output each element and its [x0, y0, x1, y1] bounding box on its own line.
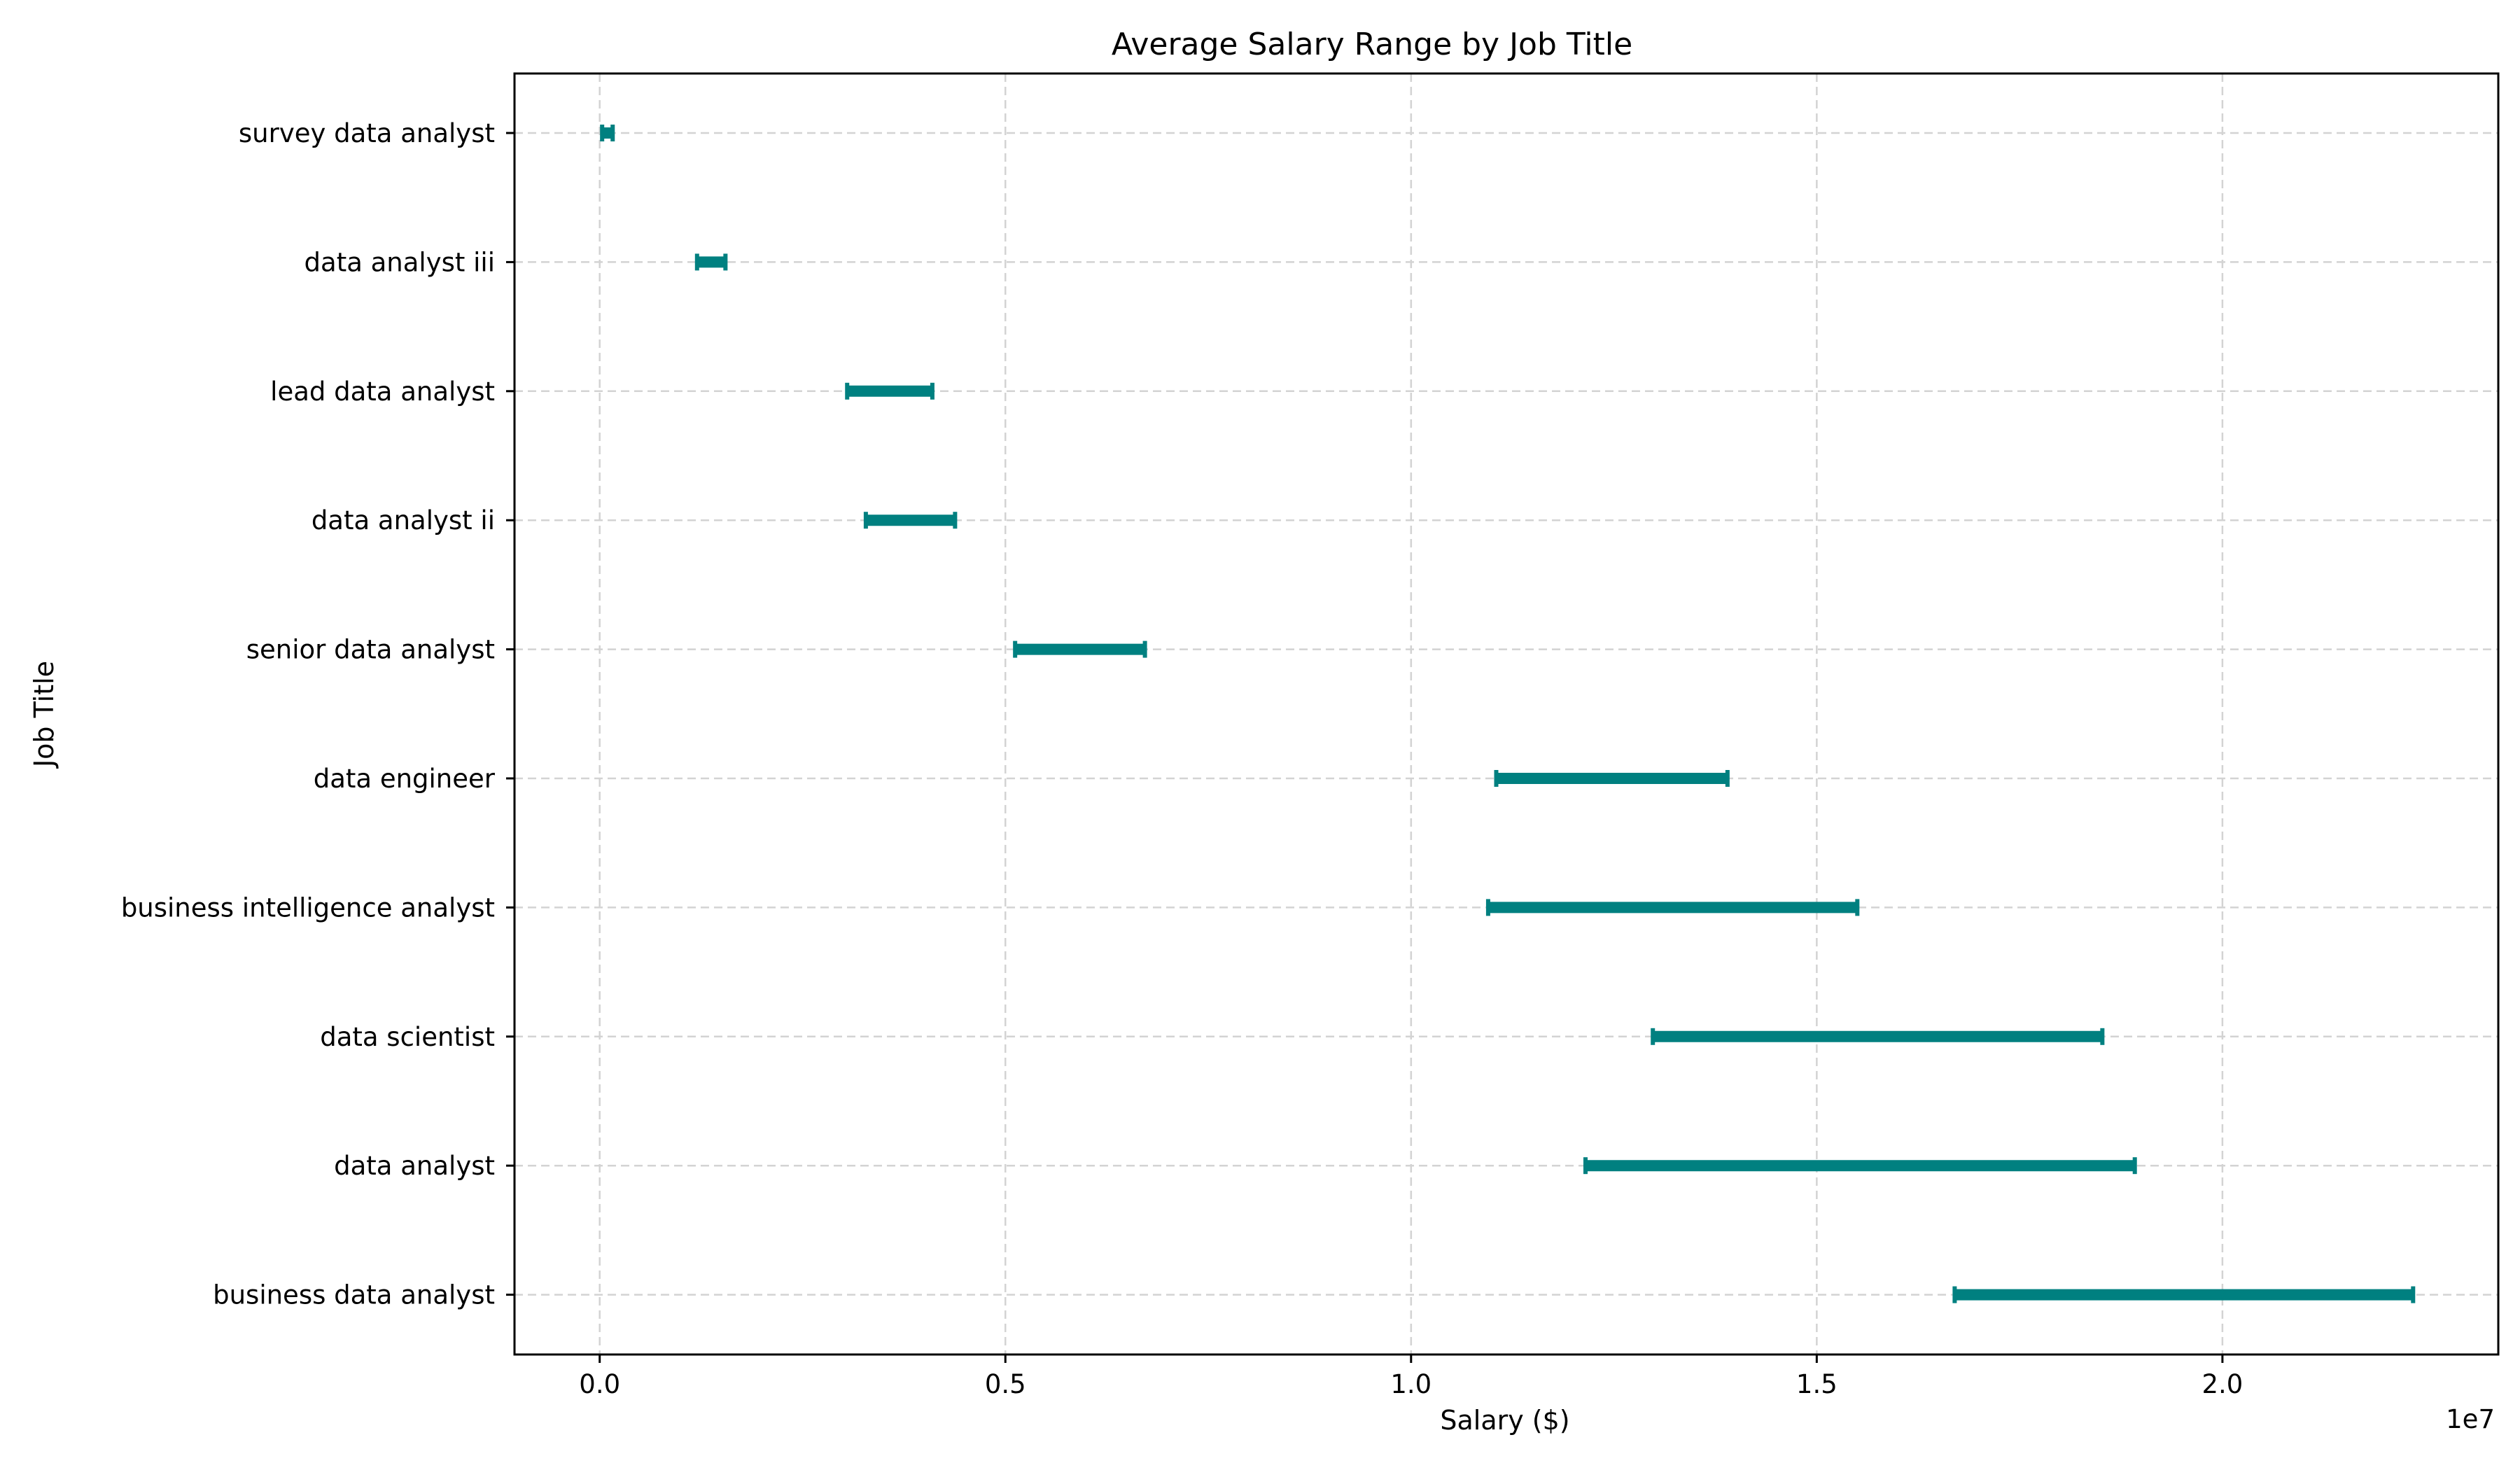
y-tick-label: senior data analyst	[246, 635, 495, 665]
y-tick-label: business data analyst	[213, 1280, 495, 1310]
x-axis: 0.0 0.5 1.0 1.5 2.0	[579, 1354, 2243, 1399]
y-tick-label: survey data analyst	[239, 118, 495, 148]
y-tick-label: data analyst iii	[304, 247, 495, 277]
x-tick-label: 1.5	[1796, 1369, 1837, 1399]
x-axis-label: Salary ($)	[1440, 1405, 1569, 1436]
grid-layer	[514, 74, 2498, 1354]
y-tick-label: data scientist	[320, 1022, 495, 1052]
x-scale-label: 1e7	[2446, 1404, 2495, 1434]
y-tick-label: data engineer	[314, 764, 496, 794]
y-tick-label: data analyst ii	[312, 505, 495, 536]
x-tick-label: 1.0	[1390, 1369, 1432, 1399]
y-tick-label: lead data analyst	[270, 377, 495, 407]
y-axis-label: Job Title	[29, 661, 59, 769]
x-tick-label: 2.0	[2202, 1369, 2243, 1399]
x-tick-label: 0.0	[579, 1369, 620, 1399]
plot-frame	[513, 72, 2500, 1356]
x-tick-label: 0.5	[985, 1369, 1026, 1399]
chart-title: Average Salary Range by Job Title	[1112, 27, 1632, 62]
y-tick-label: data analyst	[334, 1151, 495, 1181]
y-tick-label: business intelligence analyst	[121, 892, 495, 923]
range-bars	[600, 125, 2416, 1303]
y-axis: survey data analyst data analyst iii lead …	[121, 118, 514, 1310]
